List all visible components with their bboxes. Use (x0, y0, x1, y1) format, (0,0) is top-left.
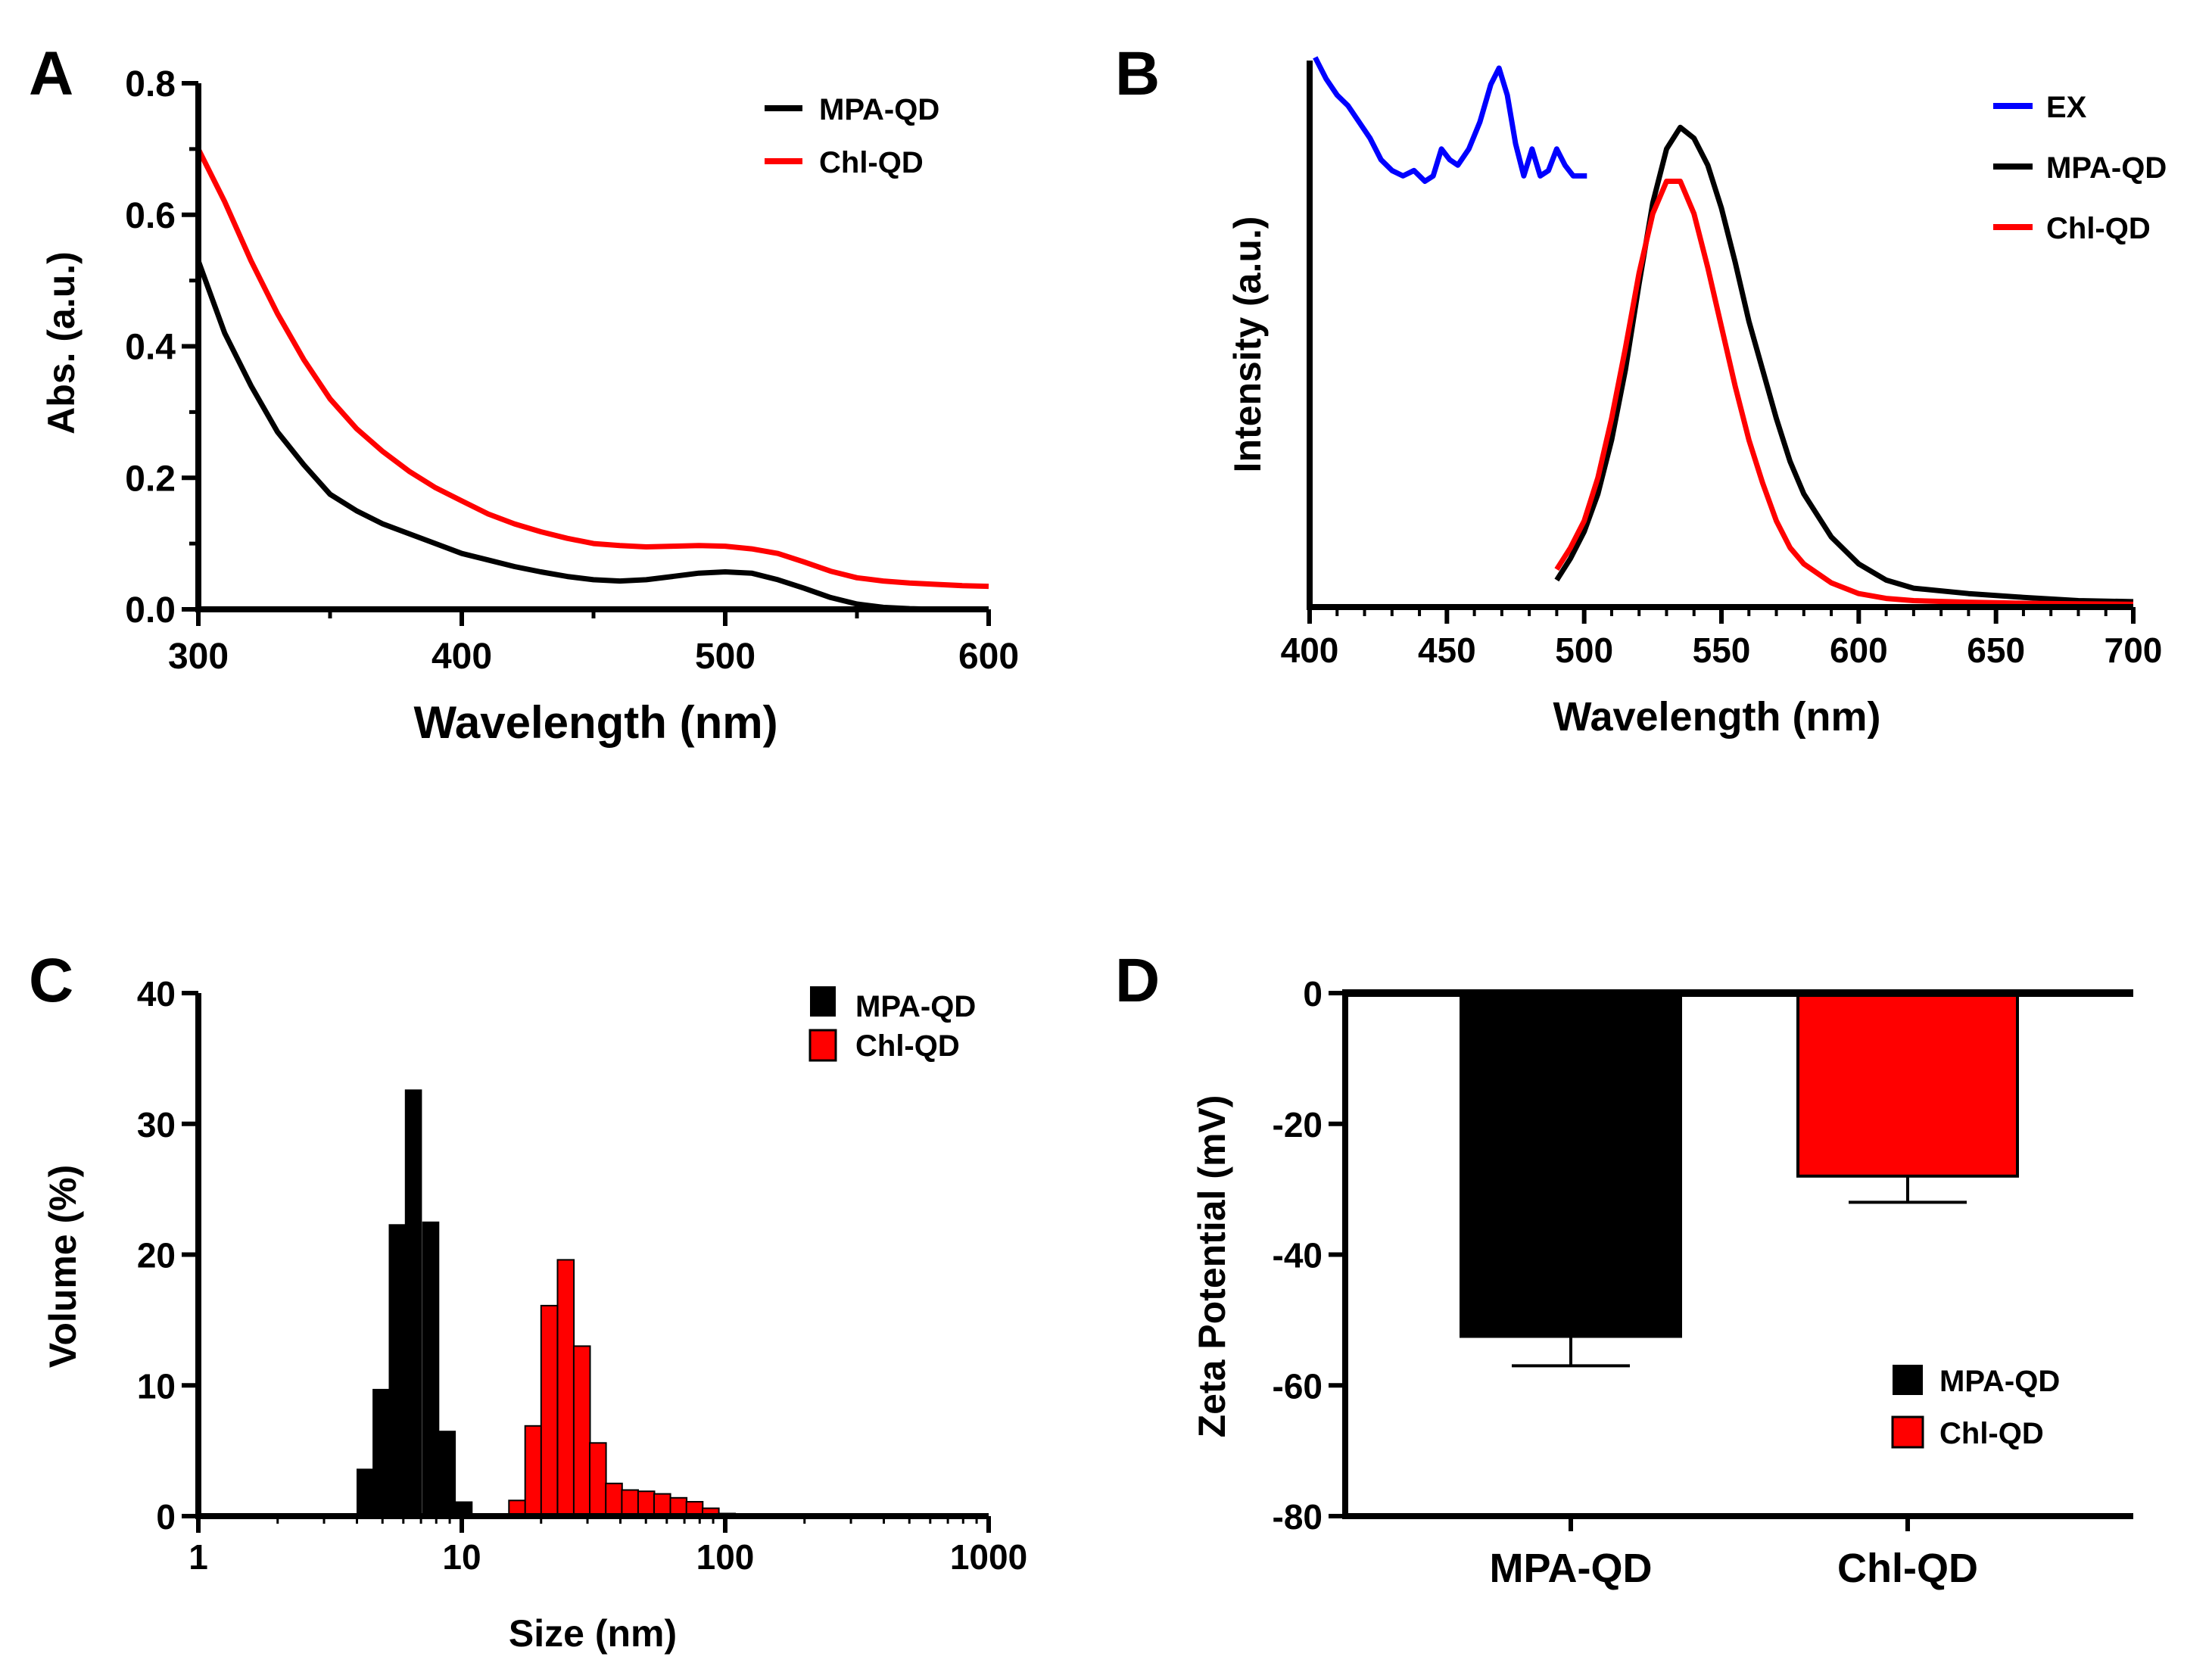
panel-c-bar-chl-qd (572, 1345, 591, 1518)
panel-a-plot-area (195, 148, 989, 612)
panel-b-legend: EX MPA-QD Chl-QD (1993, 91, 2167, 245)
panel-b-series-mpa-qd (1554, 124, 2134, 605)
panel-c-bar-chl-qd (621, 1489, 640, 1517)
panel-c-plot-area (341, 1089, 737, 1518)
panel-a-y-tick-label: 0.8 (125, 64, 176, 104)
panel-b-x-tick-label: 550 (1693, 631, 1751, 670)
panel-c-bar-chl-qd (605, 1482, 623, 1518)
panel-d-y-tick-label: -20 (1273, 1105, 1323, 1144)
panel-c-bar-chl-qd (637, 1490, 656, 1517)
panel-c-bar-mpa-qd (388, 1224, 407, 1517)
panel-c-x-tick-label: 1000 (950, 1537, 1027, 1577)
panel-c-x-axis-label: Size (nm) (509, 1612, 677, 1655)
panel-c-y-tick-label: 10 (137, 1366, 176, 1406)
panel-c-bar-mpa-qd (438, 1431, 456, 1517)
panel-a-y-axis-label: Abs. (a.u.) (40, 251, 83, 434)
panel-c-y-tick-label: 40 (137, 974, 176, 1014)
panel-c-y-axis-label: Volume (%) (42, 1165, 84, 1369)
panel-b-series-chl-qd (1554, 179, 2134, 607)
panel-a-y-tick-label: 0.4 (125, 328, 176, 368)
panel-c-x-tick-label: 10 (442, 1537, 481, 1577)
panel-b-x-tick-label: 500 (1555, 631, 1613, 670)
panel-b-x-tick-label: 700 (2105, 631, 2163, 670)
panel-c-bar-chl-qd (540, 1304, 559, 1518)
panel-d-legend-label-chl-qd: Chl-QD (1939, 1417, 2044, 1450)
panel-d-bar-chl-qd (1796, 992, 2019, 1178)
panel-a-y-tick-label: 0.2 (125, 459, 176, 499)
panel-a-axes: 300 400 500 600 0.0 0.2 0.4 0.6 0.8 (125, 64, 1019, 677)
panel-d-y-tick-label: -40 (1273, 1236, 1323, 1275)
panel-d-y-tick-label: 0 (1303, 974, 1323, 1014)
panel-d-legend-label-mpa-qd: MPA-QD (1939, 1365, 2060, 1398)
panel-a-series-mpa-qd (195, 260, 989, 612)
panel-d-y-tick-label: -60 (1273, 1366, 1323, 1406)
panel-a-legend-label-chl-qd: Chl-QD (819, 146, 924, 179)
panel-a-x-tick-label: 500 (695, 637, 756, 677)
panel-c-bar-mpa-qd (372, 1388, 390, 1517)
panel-b: B 400 450 500 550 600 650 700 Wavelength (nm) … (1115, 39, 2167, 740)
panel-a: A 300 400 500 600 0.0 0.2 0.4 0.6 0.8 Wavelength… (29, 39, 1019, 748)
panel-c-legend-label-mpa-qd: MPA-QD (855, 990, 976, 1023)
panel-a-series-chl-qd (195, 148, 989, 590)
panel-a-x-tick-label: 300 (168, 637, 229, 677)
panel-d-bar-mpa-qd (1460, 992, 1682, 1338)
panel-c-letter: C (29, 946, 73, 1015)
panel-b-series-ex (1313, 56, 1587, 184)
panel-a-legend: MPA-QD Chl-QD (765, 93, 939, 179)
panel-d-plot-area (1460, 992, 2019, 1368)
panel-b-legend-label-ex: EX (2046, 91, 2087, 124)
panel-d-letter: D (1115, 946, 1160, 1015)
panel-d-axes: 0 -20 -40 -60 -80 MPA-QD Chl-QD (1273, 974, 2133, 1591)
panel-b-plot-area (1313, 56, 2134, 607)
panel-b-x-tick-label: 650 (1967, 631, 2025, 670)
panel-d-x-tick-label-mpa-qd: MPA-QD (1490, 1546, 1653, 1591)
panel-c-bar-chl-qd (556, 1259, 575, 1518)
panel-c-y-tick-label: 30 (137, 1105, 176, 1144)
panel-c: C 1 10 100 1000 0 10 20 30 40 Size (nm) Volume (… (29, 946, 1027, 1655)
panel-d-x-tick-label-chl-qd: Chl-QD (1837, 1546, 1978, 1591)
panel-c-legend: MPA-QD Chl-QD (808, 986, 976, 1063)
panel-a-legend-label-mpa-qd: MPA-QD (819, 93, 939, 126)
panel-c-legend-label-chl-qd: Chl-QD (855, 1029, 960, 1063)
panel-d-legend-swatch-mpa-qd (1893, 1365, 1923, 1395)
panel-d-y-tick-label: -80 (1273, 1497, 1323, 1537)
panel-b-y-axis-label: Intensity (a.u.) (1226, 216, 1269, 473)
panel-c-bar-mpa-qd (357, 1468, 374, 1517)
panel-c-x-tick-label: 1 (188, 1537, 208, 1577)
panel-b-letter: B (1115, 39, 1160, 108)
panel-a-y-tick-label: 0.6 (125, 196, 176, 236)
panel-c-x-tick-label: 100 (696, 1537, 755, 1577)
panel-a-x-tick-label: 400 (431, 637, 492, 677)
panel-b-x-tick-label: 450 (1418, 631, 1476, 670)
panel-b-legend-label-chl-qd: Chl-QD (2046, 212, 2151, 245)
panel-d: D 0 -20 -40 -60 -80 MPA-QD Chl-QD Zeta Potenti… (1115, 946, 2133, 1591)
panel-a-x-tick-label: 600 (958, 637, 1019, 677)
panel-d-y-axis-label: Zeta Potential (mV) (1191, 1095, 1233, 1438)
panel-c-bar-chl-qd (589, 1442, 607, 1518)
panel-a-y-tick-label: 0.0 (125, 590, 176, 631)
panel-c-bar-mpa-qd (404, 1089, 422, 1517)
panel-d-legend: MPA-QD Chl-QD (1891, 1365, 2060, 1450)
panel-d-legend-swatch-chl-qd (1891, 1415, 1924, 1449)
panel-a-letter: A (29, 39, 73, 108)
panel-c-bar-mpa-qd (422, 1221, 440, 1517)
panel-c-y-tick-label: 20 (137, 1236, 176, 1275)
panel-b-legend-label-mpa-qd: MPA-QD (2046, 151, 2167, 185)
panel-a-x-axis-label: Wavelength (nm) (413, 697, 777, 748)
panel-c-legend-swatch-mpa-qd (810, 986, 836, 1017)
panel-c-axes: 1 10 100 1000 0 10 20 30 40 (137, 974, 1027, 1577)
panel-c-bar-chl-qd (524, 1425, 543, 1518)
panel-b-x-tick-label: 400 (1281, 631, 1339, 670)
panel-b-x-tick-label: 600 (1830, 631, 1888, 670)
panel-c-bar-chl-qd (653, 1493, 671, 1517)
panel-b-axes: 400 450 500 550 600 650 700 (1281, 61, 2163, 670)
panel-b-x-axis-label: Wavelength (nm) (1553, 694, 1880, 740)
panel-c-y-tick-label: 0 (156, 1497, 176, 1537)
panel-c-legend-swatch-chl-qd (808, 1029, 837, 1062)
